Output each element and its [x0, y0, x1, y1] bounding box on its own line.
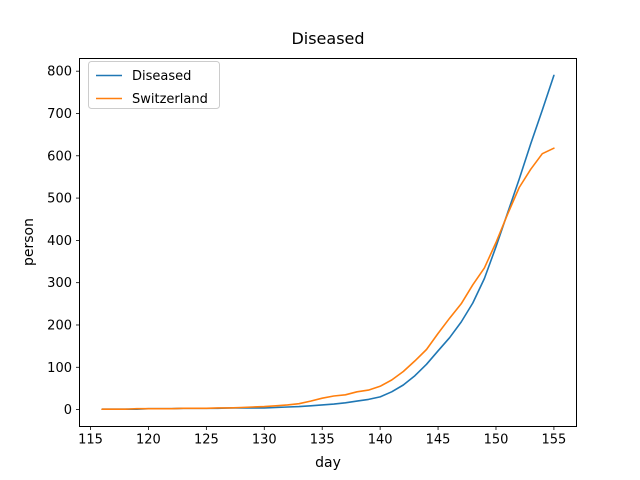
- x-tick-label: 120: [136, 433, 161, 448]
- plot-area-border: [79, 58, 577, 427]
- y-tick-label: 100: [47, 361, 72, 376]
- x-tick-label: 135: [310, 433, 335, 448]
- legend: Diseased Switzerland: [88, 61, 220, 109]
- y-tick-label: 800: [47, 65, 72, 80]
- y-axis-label: person: [21, 218, 37, 266]
- x-axis-label: day: [315, 455, 341, 471]
- x-tick-label: 130: [252, 433, 277, 448]
- y-tick-label: 700: [47, 107, 72, 122]
- legend-label-switzerland: Switzerland: [132, 92, 208, 107]
- x-tick-label: 115: [78, 433, 103, 448]
- chart-title: Diseased: [291, 29, 364, 48]
- switzerland-line: [101, 147, 555, 411]
- x-tick-label: 150: [484, 433, 509, 448]
- y-tick-label: 500: [47, 192, 72, 207]
- x-tick-label: 140: [368, 433, 393, 448]
- y-tick-label: 400: [47, 234, 72, 249]
- legend-box: [88, 61, 220, 109]
- series-lines: [101, 74, 555, 411]
- x-tick-label: 155: [541, 433, 566, 448]
- y-tick-label: 600: [47, 149, 72, 164]
- y-tick-label: 0: [64, 403, 72, 418]
- y-tick-label: 300: [47, 276, 72, 291]
- x-tick-label: 125: [194, 433, 219, 448]
- x-tick-label: 145: [426, 433, 451, 448]
- y-tick-label: 200: [47, 318, 72, 333]
- axis-ticks: 115 120 125 130 135 140 145 150 155 0 100 200 300 400…: [47, 65, 566, 448]
- legend-label-diseased: Diseased: [132, 69, 191, 84]
- diseased-line: [101, 74, 555, 411]
